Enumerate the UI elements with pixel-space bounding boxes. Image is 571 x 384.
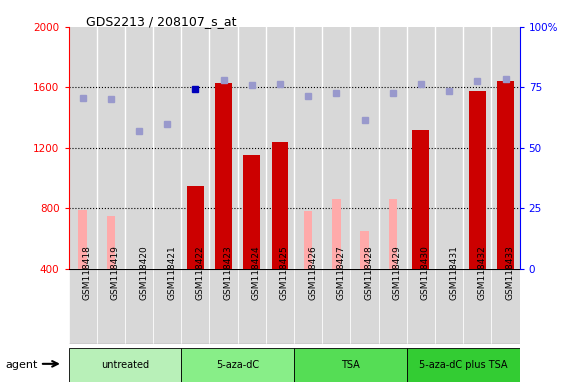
- Bar: [294, 348, 407, 382]
- Bar: [187, 185, 204, 269]
- Bar: [238, 27, 266, 269]
- Bar: [351, 27, 379, 269]
- Bar: [153, 269, 182, 344]
- Bar: [243, 156, 260, 269]
- Bar: [238, 269, 266, 344]
- Bar: [96, 27, 125, 269]
- Bar: [412, 130, 429, 269]
- Bar: [360, 231, 369, 269]
- Bar: [107, 216, 115, 269]
- Text: untreated: untreated: [101, 360, 149, 370]
- Bar: [379, 27, 407, 269]
- Bar: [153, 27, 182, 269]
- Text: 5-aza-dC: 5-aza-dC: [216, 360, 259, 370]
- Bar: [294, 27, 322, 269]
- Bar: [492, 27, 520, 269]
- Bar: [388, 199, 397, 269]
- Bar: [463, 27, 492, 269]
- Text: 5-aza-dC plus TSA: 5-aza-dC plus TSA: [419, 360, 508, 370]
- Text: GSM118433: GSM118433: [505, 245, 514, 300]
- Text: GSM118431: GSM118431: [449, 245, 458, 300]
- Bar: [182, 269, 210, 344]
- Bar: [322, 27, 351, 269]
- Bar: [294, 269, 322, 344]
- Bar: [304, 211, 312, 269]
- Bar: [379, 269, 407, 344]
- Bar: [322, 269, 351, 344]
- Bar: [266, 27, 294, 269]
- Bar: [125, 269, 153, 344]
- Text: GSM118430: GSM118430: [421, 245, 430, 300]
- Text: GSM118429: GSM118429: [393, 245, 402, 300]
- Bar: [407, 27, 435, 269]
- Bar: [407, 348, 520, 382]
- Text: GSM118418: GSM118418: [83, 245, 91, 300]
- Bar: [125, 27, 153, 269]
- Bar: [332, 199, 340, 269]
- Bar: [69, 348, 182, 382]
- Bar: [407, 269, 435, 344]
- Bar: [497, 81, 514, 269]
- Bar: [492, 269, 520, 344]
- Text: TSA: TSA: [341, 360, 360, 370]
- Text: GSM118428: GSM118428: [364, 245, 373, 300]
- Text: GSM118427: GSM118427: [336, 245, 345, 300]
- Bar: [78, 210, 87, 269]
- Text: GSM118420: GSM118420: [139, 245, 148, 300]
- Bar: [69, 269, 96, 344]
- Bar: [463, 269, 492, 344]
- Bar: [96, 269, 125, 344]
- Text: GSM118419: GSM118419: [111, 245, 120, 300]
- Bar: [182, 27, 210, 269]
- Bar: [469, 91, 486, 269]
- Text: GSM118421: GSM118421: [167, 245, 176, 300]
- Text: GSM118425: GSM118425: [280, 245, 289, 300]
- Bar: [435, 269, 463, 344]
- Bar: [210, 27, 238, 269]
- Text: GSM118424: GSM118424: [252, 245, 261, 300]
- Text: agent: agent: [6, 360, 38, 370]
- Bar: [266, 269, 294, 344]
- Text: GDS2213 / 208107_s_at: GDS2213 / 208107_s_at: [86, 15, 236, 28]
- Bar: [435, 27, 463, 269]
- Bar: [210, 269, 238, 344]
- Bar: [215, 83, 232, 269]
- Text: GSM118432: GSM118432: [477, 245, 486, 300]
- Text: GSM118423: GSM118423: [224, 245, 232, 300]
- Bar: [69, 27, 96, 269]
- Text: GSM118426: GSM118426: [308, 245, 317, 300]
- Bar: [182, 348, 294, 382]
- Text: GSM118422: GSM118422: [195, 245, 204, 300]
- Bar: [272, 142, 288, 269]
- Bar: [351, 269, 379, 344]
